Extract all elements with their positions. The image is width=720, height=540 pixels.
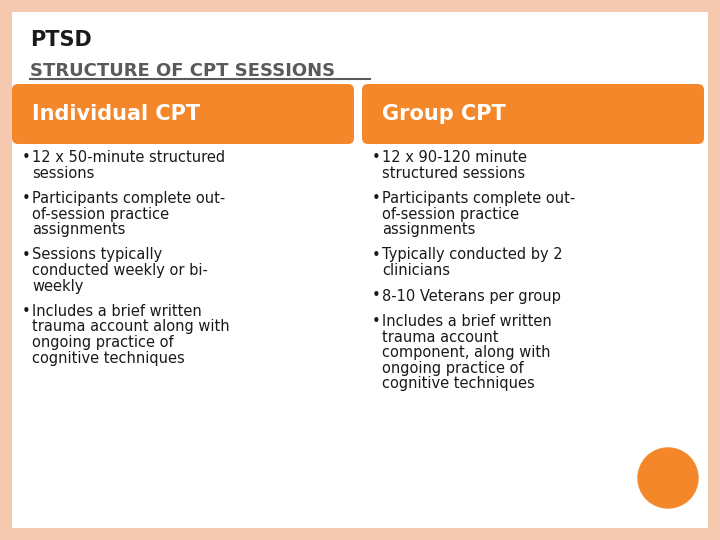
Text: •: • [372,191,381,206]
Text: STRUCTURE OF CPT SESSIONS: STRUCTURE OF CPT SESSIONS [30,62,335,80]
Text: of-session practice: of-session practice [382,206,519,221]
Text: assignments: assignments [32,222,125,237]
FancyBboxPatch shape [0,528,720,540]
Text: of-session practice: of-session practice [32,206,169,221]
Text: component, along with: component, along with [382,345,551,360]
Text: ongoing practice of: ongoing practice of [32,335,174,350]
Text: Sessions typically: Sessions typically [32,247,162,262]
FancyBboxPatch shape [0,0,12,540]
Circle shape [638,448,698,508]
Text: conducted weekly or bi-: conducted weekly or bi- [32,263,208,278]
Text: Includes a brief written: Includes a brief written [382,314,552,329]
Text: 12 x 50-minute structured: 12 x 50-minute structured [32,150,225,165]
FancyBboxPatch shape [0,0,720,12]
Text: trauma account along with: trauma account along with [32,320,230,334]
Text: •: • [372,150,381,165]
Text: •: • [372,247,381,262]
Text: structured sessions: structured sessions [382,165,525,180]
Text: Group CPT: Group CPT [382,104,505,124]
FancyBboxPatch shape [362,84,704,144]
Text: ongoing practice of: ongoing practice of [382,361,523,375]
Text: clinicians: clinicians [382,263,450,278]
Text: sessions: sessions [32,165,94,180]
Text: weekly: weekly [32,279,84,294]
Text: Individual CPT: Individual CPT [32,104,200,124]
Text: Participants complete out-: Participants complete out- [382,191,575,206]
FancyBboxPatch shape [12,84,354,144]
Text: Typically conducted by 2: Typically conducted by 2 [382,247,562,262]
Text: 12 x 90-120 minute: 12 x 90-120 minute [382,150,527,165]
Text: •: • [22,191,31,206]
Text: •: • [22,304,31,319]
Text: •: • [372,314,381,329]
Text: cognitive techniques: cognitive techniques [382,376,535,391]
Text: •: • [372,288,381,303]
Text: trauma account: trauma account [382,329,498,345]
Text: 8-10 Veterans per group: 8-10 Veterans per group [382,288,561,303]
FancyBboxPatch shape [708,0,720,540]
Text: cognitive techniques: cognitive techniques [32,350,185,366]
Text: •: • [22,150,31,165]
Text: assignments: assignments [382,222,475,237]
Text: Includes a brief written: Includes a brief written [32,304,202,319]
Text: PTSD: PTSD [30,30,91,50]
Text: •: • [22,247,31,262]
Text: Participants complete out-: Participants complete out- [32,191,225,206]
